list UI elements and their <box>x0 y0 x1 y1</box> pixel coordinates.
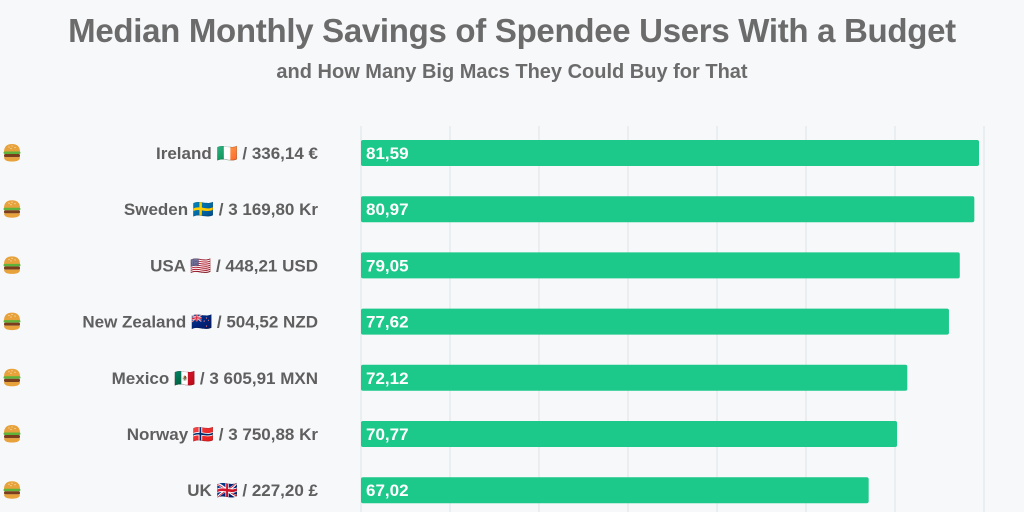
burger-lettuce <box>3 151 21 154</box>
burger-bottom-bun <box>4 494 20 499</box>
bar-row: Norway 🇳🇴 / 3 750,88 Kr 70,77 <box>3 421 898 447</box>
burger-patty <box>4 210 20 214</box>
sesame-seed <box>14 259 16 261</box>
burger-bottom-bun <box>4 325 20 331</box>
bar-value-label: 67,02 <box>366 481 409 500</box>
sesame-seed <box>14 371 16 373</box>
sesame-seed <box>14 484 16 486</box>
burger-top-bun <box>4 200 20 209</box>
bar <box>361 308 949 335</box>
bar-value-label: 81,59 <box>366 144 409 163</box>
bar-value-label: 79,05 <box>366 256 409 275</box>
sesame-seed <box>8 146 10 148</box>
sesame-seed <box>11 426 13 428</box>
sesame-seed <box>11 370 13 372</box>
burger-icon <box>3 312 21 331</box>
burger-patty <box>4 491 20 495</box>
burger-lettuce <box>3 320 21 323</box>
burger-lettuce <box>3 432 21 435</box>
sesame-seed <box>8 258 10 260</box>
bar-row: USA 🇺🇸 / 448,21 USD 79,05 <box>3 252 960 279</box>
bar-row: Mexico 🇲🇽 / 3 605,91 MXN 72,12 <box>3 364 908 391</box>
sesame-seed <box>8 371 10 373</box>
burger-icon <box>3 200 21 218</box>
bar <box>361 364 908 391</box>
sesame-seed <box>10 428 12 431</box>
bar <box>361 252 960 279</box>
burger-icon <box>3 481 21 499</box>
burger-icon <box>3 425 21 443</box>
bar <box>361 421 898 447</box>
sesame-seed <box>11 482 13 484</box>
burger-icon <box>3 368 21 387</box>
bar-row: Ireland 🇮🇪 / 336,14 € 81,59 <box>3 140 980 166</box>
burger-patty <box>4 435 20 439</box>
bar-row: New Zealand 🇳🇿 / 504,52 NZD 77,62 <box>3 308 949 335</box>
burger-top-bun <box>4 144 20 152</box>
bar-value-label: 80,97 <box>366 200 409 219</box>
burger-lettuce <box>3 207 21 211</box>
category-label: USA 🇺🇸 / 448,21 USD <box>150 256 318 275</box>
category-label: Ireland 🇮🇪 / 336,14 € <box>156 144 319 163</box>
chart-title: Median Monthly Savings of Spendee Users … <box>68 12 956 49</box>
sesame-seed <box>8 202 10 204</box>
burger-patty <box>4 266 20 270</box>
sesame-seed <box>10 316 12 318</box>
burger-top-bun <box>4 256 20 265</box>
burger-lettuce <box>3 376 21 379</box>
bar-value-label: 77,62 <box>366 313 409 332</box>
burger-bottom-bun <box>4 213 20 218</box>
sesame-seed <box>14 427 16 430</box>
bar-value-label: 72,12 <box>366 369 409 388</box>
sesame-seed <box>10 204 12 206</box>
burger-top-bun <box>4 368 20 377</box>
sesame-seed <box>8 427 10 429</box>
sesame-seed <box>11 257 13 259</box>
burger-top-bun <box>4 312 20 321</box>
category-label: UK 🇬🇧 / 227,20 £ <box>187 481 318 500</box>
category-label: Mexico 🇲🇽 / 3 605,91 MXN <box>112 369 318 388</box>
sesame-seed <box>14 203 16 205</box>
sesame-seed <box>10 260 12 262</box>
burger-patty <box>4 322 20 326</box>
sesame-seed <box>10 372 12 374</box>
burger-patty <box>4 154 20 158</box>
burger-bottom-bun <box>4 269 20 274</box>
sesame-seed <box>8 315 10 317</box>
bar-rows: Ireland 🇮🇪 / 336,14 € 81,59 Sweden 🇸🇪 / 3 … <box>3 140 980 504</box>
category-label: New Zealand 🇳🇿 / 504,52 NZD <box>82 313 318 332</box>
sesame-seed <box>11 314 13 316</box>
category-label: Norway 🇳🇴 / 3 750,88 Kr <box>127 425 319 444</box>
category-label: Sweden 🇸🇪 / 3 169,80 Kr <box>124 200 318 219</box>
sesame-seed <box>8 483 10 485</box>
bar <box>361 196 975 223</box>
bar <box>361 477 869 504</box>
sesame-seed <box>11 201 13 203</box>
sesame-seed <box>11 145 13 147</box>
burger-bottom-bun <box>4 438 20 443</box>
burger-patty <box>4 378 20 382</box>
burger-bottom-bun <box>4 157 20 162</box>
sesame-seed <box>14 146 16 149</box>
bar-row: Sweden 🇸🇪 / 3 169,80 Kr 80,97 <box>3 196 975 223</box>
sesame-seed <box>14 315 16 317</box>
bar-value-label: 70,77 <box>366 425 409 444</box>
chart-subtitle: and How Many Big Macs They Could Buy for… <box>276 61 748 83</box>
burger-top-bun <box>4 481 20 490</box>
sesame-seed <box>10 147 12 150</box>
burger-lettuce <box>3 263 21 267</box>
bar-row: UK 🇬🇧 / 227,20 £ 67,02 <box>3 477 869 504</box>
burger-top-bun <box>4 425 20 433</box>
burger-icon <box>3 256 21 274</box>
sesame-seed <box>10 485 12 487</box>
burger-bottom-bun <box>4 382 20 387</box>
bar <box>361 140 980 166</box>
burger-lettuce <box>3 488 21 492</box>
burger-icon <box>3 144 21 162</box>
